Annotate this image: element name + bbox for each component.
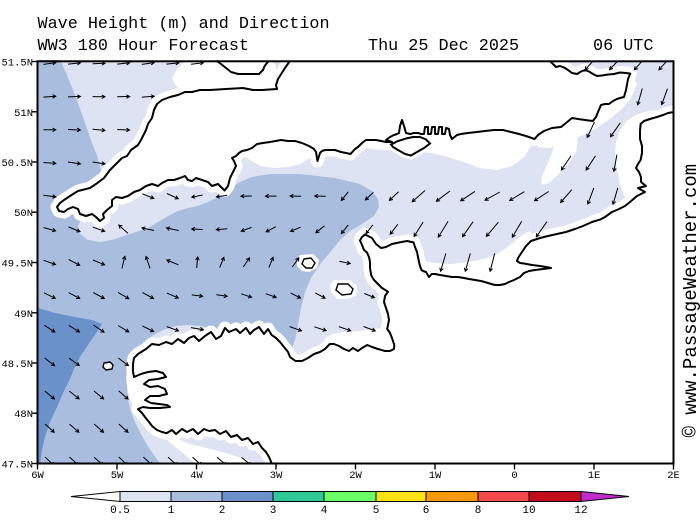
svg-text:3W: 3W xyxy=(270,470,283,482)
svg-text:10: 10 xyxy=(522,505,535,517)
svg-text:49.5N: 49.5N xyxy=(1,259,33,271)
svg-text:3: 3 xyxy=(270,505,277,517)
svg-text:5: 5 xyxy=(373,505,380,517)
svg-text:2E: 2E xyxy=(667,470,680,482)
svg-text:4: 4 xyxy=(321,505,328,517)
svg-text:2: 2 xyxy=(219,505,226,517)
svg-text:1: 1 xyxy=(168,505,175,517)
svg-text:1W: 1W xyxy=(429,470,442,482)
svg-text:51N: 51N xyxy=(14,108,33,120)
svg-text:6W: 6W xyxy=(31,470,44,482)
svg-text:0: 0 xyxy=(511,470,517,482)
svg-text:1E: 1E xyxy=(588,470,601,482)
svg-text:50.5N: 50.5N xyxy=(1,158,33,170)
svg-text:2W: 2W xyxy=(349,470,362,482)
svg-text:8: 8 xyxy=(475,505,482,517)
svg-text:48N: 48N xyxy=(14,409,33,421)
svg-text:Thu 25 Dec 2025: Thu 25 Dec 2025 xyxy=(368,37,519,56)
svg-text:12: 12 xyxy=(574,505,587,517)
svg-text:Wave Height (m) and Direction: Wave Height (m) and Direction xyxy=(38,15,330,34)
svg-text:© www.PassageWeather.com: © www.PassageWeather.com xyxy=(680,164,700,438)
svg-text:48.5N: 48.5N xyxy=(1,359,33,371)
svg-text:6: 6 xyxy=(423,505,430,517)
svg-text:4W: 4W xyxy=(190,470,203,482)
svg-text:47.5N: 47.5N xyxy=(1,460,33,472)
svg-text:49N: 49N xyxy=(14,309,33,321)
svg-text:06 UTC: 06 UTC xyxy=(593,37,653,56)
svg-text:50N: 50N xyxy=(14,208,33,220)
svg-text:0.5: 0.5 xyxy=(110,505,130,517)
svg-text:WW3 180 Hour Forecast: WW3 180 Hour Forecast xyxy=(38,37,249,56)
svg-text:51.5N: 51.5N xyxy=(1,58,33,70)
svg-text:5W: 5W xyxy=(111,470,124,482)
